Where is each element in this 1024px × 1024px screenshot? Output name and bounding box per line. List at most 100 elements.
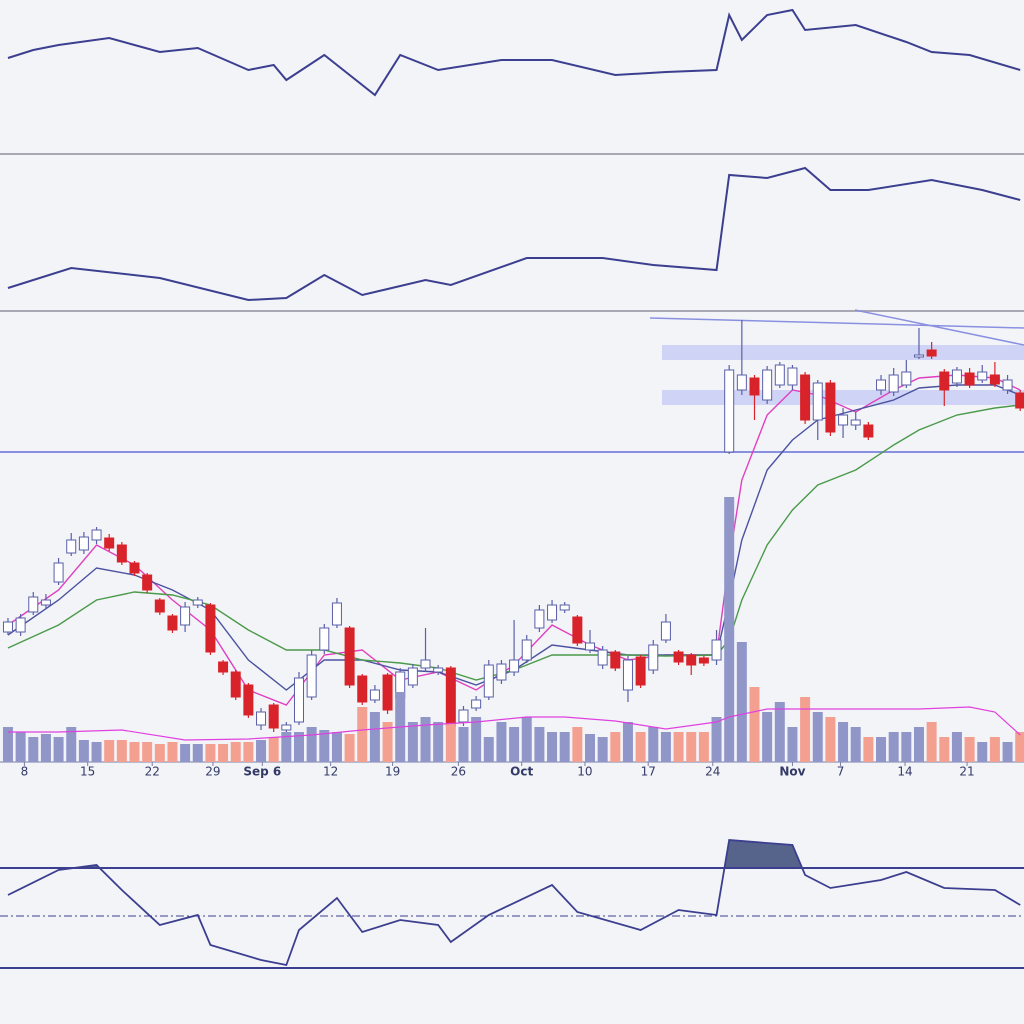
candle-body (306, 654, 317, 698)
volume-bar (585, 734, 596, 762)
candle-body (433, 667, 444, 673)
x-tick-label: 7 (837, 765, 845, 779)
candle-body (66, 539, 77, 554)
volume-bar (825, 717, 836, 762)
candle-body (762, 369, 773, 401)
volume-bar (736, 642, 747, 762)
candle-body (901, 371, 912, 386)
volume-bar (648, 727, 659, 762)
candle-body (471, 699, 482, 709)
candle-body (331, 602, 342, 626)
x-tick-label: 19 (385, 765, 400, 779)
support-band (662, 390, 1024, 405)
candle-body (749, 377, 760, 396)
trend-line (854, 309, 1024, 346)
candle-body (926, 349, 937, 357)
volume-bar (597, 737, 608, 762)
volume-bar (509, 727, 520, 762)
volume-bar (547, 732, 558, 762)
volume-bar (749, 687, 760, 762)
candle-body (585, 642, 596, 651)
candle-body (2, 621, 13, 633)
candle-body (724, 369, 735, 453)
candle-body (142, 574, 153, 591)
volume-bar (66, 727, 77, 762)
candle-body (268, 704, 279, 729)
candle-body (572, 616, 583, 644)
candle-body (787, 367, 798, 386)
volume-bar (40, 734, 51, 762)
volume-bar (458, 727, 469, 762)
candle-body (547, 604, 558, 621)
volume-bar (838, 722, 849, 762)
candle-body (698, 657, 709, 664)
candle-body (648, 644, 659, 671)
x-tick-label: 22 (145, 765, 160, 779)
volume-bar (344, 734, 355, 762)
candle-body (281, 724, 292, 731)
candle-body (382, 674, 393, 711)
candle-body (1015, 392, 1024, 409)
overbought-fill (7, 840, 1021, 868)
candle-body (218, 661, 229, 673)
volume-bar (116, 740, 127, 762)
candle-body (989, 374, 1000, 385)
candle-body (129, 562, 140, 574)
candle-body (78, 536, 89, 551)
volume-bar (243, 742, 254, 762)
candle-body (521, 639, 532, 661)
volume-bar (256, 740, 267, 762)
volume-bar (471, 717, 482, 762)
candle-body (256, 711, 267, 726)
candle-body (838, 414, 849, 426)
volume-bar (888, 732, 899, 762)
volume-bar (863, 737, 874, 762)
candle-body (116, 544, 127, 563)
x-tick-label: Sep 6 (243, 765, 281, 779)
candle-body (939, 371, 950, 391)
x-tick-label: Nov (779, 765, 805, 779)
volume-bar (913, 727, 924, 762)
candle-body (711, 639, 722, 661)
volume-bar (293, 732, 304, 762)
indicator-line (7, 166, 1021, 302)
candle-body (180, 606, 191, 626)
candle-body (483, 664, 494, 698)
volume-bar (281, 732, 292, 762)
volume-bar (167, 742, 178, 762)
candle-body (597, 649, 608, 666)
volume-bar (319, 730, 330, 762)
volume-bar (15, 732, 26, 762)
x-tick-label: 24 (705, 765, 720, 779)
x-tick-label: Oct (510, 765, 533, 779)
volume-bar (154, 744, 165, 762)
x-tick-label: 10 (577, 765, 592, 779)
candle-body (736, 374, 747, 391)
volume-bar (635, 732, 646, 762)
candle-body (192, 599, 203, 606)
candle-body (888, 374, 899, 393)
volume-bar (939, 737, 950, 762)
candle-body (344, 627, 355, 686)
candle-body (876, 379, 887, 391)
x-tick-label: 8 (21, 765, 29, 779)
volume-bar (382, 722, 393, 762)
candle-body (559, 604, 570, 611)
volume-bar (357, 707, 368, 762)
candle-body (673, 651, 684, 663)
candle-body (319, 627, 330, 651)
volume-bar (1002, 742, 1013, 762)
candle-body (812, 382, 823, 421)
candle-body (509, 659, 520, 673)
candle-body (53, 562, 64, 583)
volume-bar (2, 727, 13, 762)
moving-average (7, 384, 1021, 691)
resistance-band (662, 345, 1024, 360)
candle-body (496, 663, 507, 681)
volume-bar (1015, 732, 1024, 762)
volume-bar (787, 727, 798, 762)
candle-body (660, 621, 671, 641)
volume-bar (812, 712, 823, 762)
candle-body (825, 382, 836, 433)
volume-bar (876, 737, 887, 762)
